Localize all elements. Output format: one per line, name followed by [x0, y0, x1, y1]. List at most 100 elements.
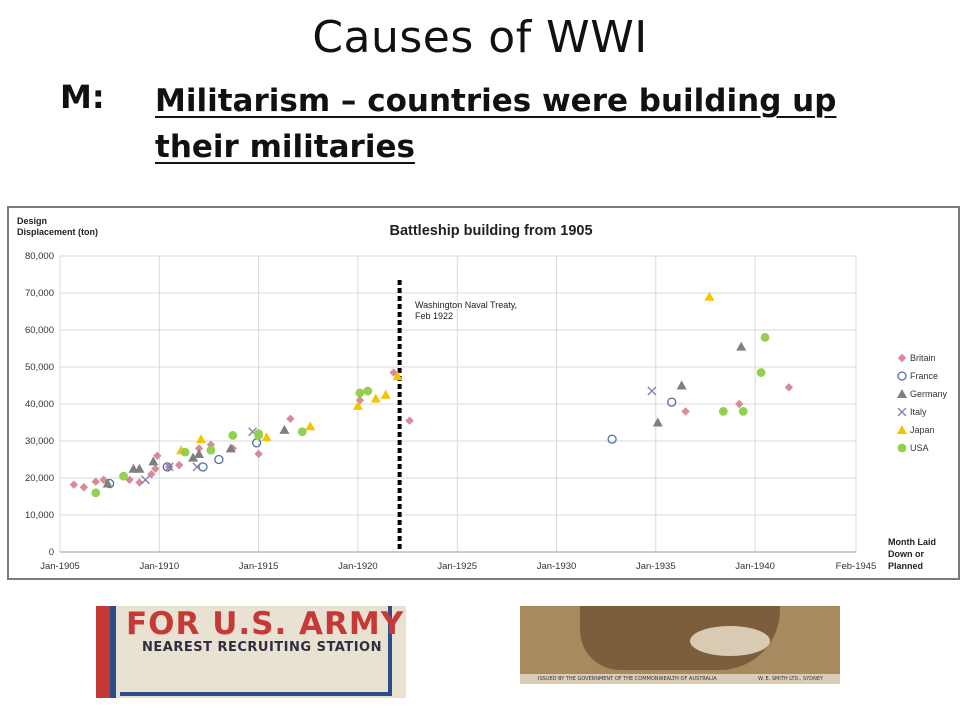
japan-point: [352, 400, 363, 410]
poster-caption-strip: ISSUED BY THE GOVERNMENT OF THE COMMONWE…: [520, 674, 840, 684]
germany-point: [102, 478, 113, 488]
usa-point: [738, 407, 748, 416]
legend-marker-france: [897, 371, 907, 381]
y-tick-label: 80,000: [25, 251, 54, 262]
usa-point: [228, 431, 238, 440]
usa-point: [91, 488, 101, 498]
army-recruiting-poster: FOR U.S. ARMY NEAREST RECRUITING STATION: [96, 606, 406, 698]
britain-point: [405, 416, 414, 425]
battleship-chart: 0 10,000 20,000 30,000 40,000 50,000 60,000 70,…: [7, 206, 960, 580]
usa-point: [718, 407, 728, 416]
britain-point: [153, 451, 162, 460]
x-axis-title: Planned: [888, 561, 923, 571]
y-tick-label: 30,000: [25, 436, 54, 447]
usa-point: [119, 471, 128, 481]
france-point: [667, 397, 677, 407]
x-axis-title: Down or: [888, 549, 924, 559]
x-tick-label: Jan-1935: [636, 561, 676, 572]
x-axis-title: Month Laid: [888, 537, 936, 547]
y-tick-label: 20,000: [25, 473, 54, 484]
chart-svg: 0 10,000 20,000 30,000 40,000 50,000 60,000 70,…: [17, 216, 948, 572]
y-tick-label: 50,000: [25, 362, 54, 373]
japan-point: [305, 421, 316, 431]
britain-point: [784, 383, 794, 392]
chart-title: Battleship building from 1905: [389, 223, 592, 239]
legend-marker-germany: [897, 389, 907, 398]
legend-label-italy: Italy: [910, 407, 927, 417]
germany-point: [188, 452, 199, 462]
japan-point: [380, 389, 391, 399]
britain-point: [69, 480, 79, 489]
y-tick-label: 40,000: [25, 399, 54, 410]
x-tick-label: Jan-1920: [338, 561, 378, 572]
x-tick-label: Jan-1925: [437, 561, 477, 572]
britain-point: [254, 449, 263, 459]
slide-title: Causes of WWI: [312, 12, 648, 63]
slide-heading: Militarism – countries were building up …: [155, 83, 837, 165]
x-tick-label: Feb-1945: [836, 561, 877, 572]
france-point: [214, 454, 224, 465]
poster-caption-right: W. E. SMITH LTD., SYDNEY: [758, 676, 824, 682]
germany-point: [676, 380, 687, 390]
germany-point: [225, 443, 236, 453]
italy-point: [192, 462, 202, 472]
germany-point: [279, 424, 290, 434]
x-tick-label: Jan-1940: [735, 561, 775, 572]
italy-point: [647, 386, 657, 396]
legend-label-britain: Britain: [910, 353, 936, 363]
france-point: [607, 434, 617, 444]
x-tick-label: Jan-1915: [239, 561, 279, 572]
britain-point: [174, 460, 184, 470]
legend-label-usa: USA: [910, 443, 929, 453]
y-tick-label: 10,000: [25, 510, 54, 521]
treaty-label: Washington Naval Treaty,: [415, 300, 517, 310]
usa-point: [254, 431, 264, 440]
poster-frame: [120, 606, 392, 696]
britain-point: [91, 477, 100, 486]
y-tick-label: 0: [49, 547, 54, 558]
britain-point: [135, 478, 144, 487]
britain-point: [286, 414, 295, 423]
germany-point: [736, 341, 747, 351]
germany-point: [652, 417, 663, 427]
y-axis-title: Displacement (ton): [17, 227, 98, 237]
france-point: [251, 438, 262, 448]
x-tick-label: Jan-1905: [40, 561, 80, 572]
poster-blue-stripe: [110, 606, 116, 698]
britain-point: [79, 483, 89, 492]
germany-point: [134, 463, 145, 473]
usa-point: [297, 427, 307, 437]
usa-point: [206, 445, 216, 455]
legend-label-france: France: [910, 371, 938, 381]
legend-marker-britain: [897, 353, 907, 363]
y-tick-label: 60,000: [25, 325, 54, 336]
japan-point: [704, 291, 715, 301]
france-point: [198, 462, 208, 472]
britain-point: [735, 399, 744, 409]
italy-point: [164, 462, 174, 472]
poster-face: [690, 626, 770, 656]
germany-point: [194, 448, 205, 458]
germany-point: [148, 456, 159, 466]
usa-point: [180, 447, 190, 457]
poster-red-stripe: [96, 606, 110, 698]
britain-point: [194, 444, 204, 453]
x-tick-label: Jan-1910: [139, 561, 179, 572]
usa-point: [760, 333, 770, 342]
legend-marker-japan: [897, 425, 907, 434]
usa-point: [756, 368, 766, 377]
y-axis-title: Design: [17, 216, 47, 226]
poster-headline: FOR U.S. ARMY: [126, 606, 405, 642]
treaty-label: Feb 1922: [415, 311, 453, 321]
poster-subline: NEAREST RECRUITING STATION: [142, 640, 382, 655]
britain-point: [681, 407, 690, 416]
x-tick-label: Jan-1930: [537, 561, 577, 572]
legend-marker-italy: [897, 407, 907, 417]
japan-point: [261, 432, 272, 442]
japan-point: [370, 393, 381, 403]
legend-marker-usa: [897, 443, 907, 453]
war-propaganda-poster: ISSUED BY THE GOVERNMENT OF THE COMMONWE…: [520, 606, 840, 684]
y-tick-label: 70,000: [25, 288, 54, 299]
italy-point: [140, 475, 150, 485]
usa-point: [355, 388, 365, 398]
